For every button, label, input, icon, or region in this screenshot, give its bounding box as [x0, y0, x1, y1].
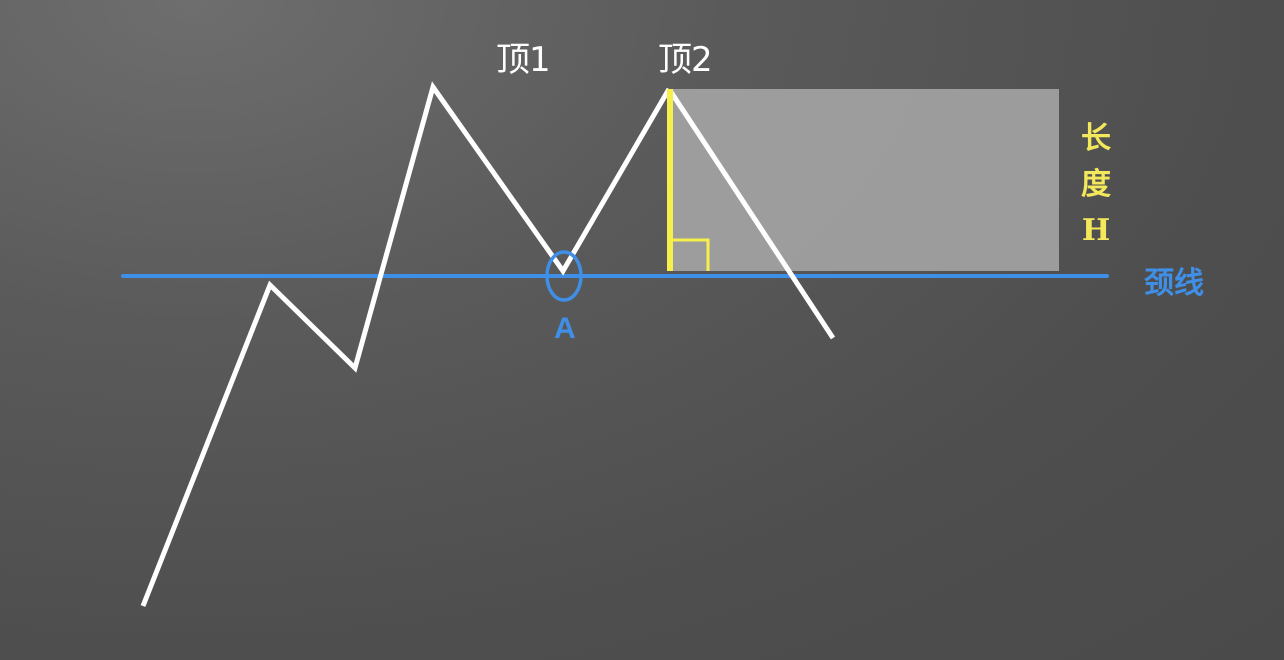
neckline-label: 颈线 [1144, 266, 1204, 301]
price-path [140, 81, 672, 607]
price-breakdown-segment [668, 90, 836, 340]
height-box [670, 89, 1059, 271]
height-label-char: H [1081, 213, 1111, 248]
point-a-label: A [554, 312, 576, 345]
peak-1-label: 顶1 [496, 40, 551, 80]
point-a-circle [545, 250, 583, 302]
right-angle-marker [673, 238, 710, 271]
height-label-char: 度 [1081, 167, 1111, 202]
height-label-char: 长 [1081, 121, 1111, 156]
height-label: 长 度 H [1076, 116, 1116, 254]
peak-2-label: 顶2 [658, 40, 713, 80]
